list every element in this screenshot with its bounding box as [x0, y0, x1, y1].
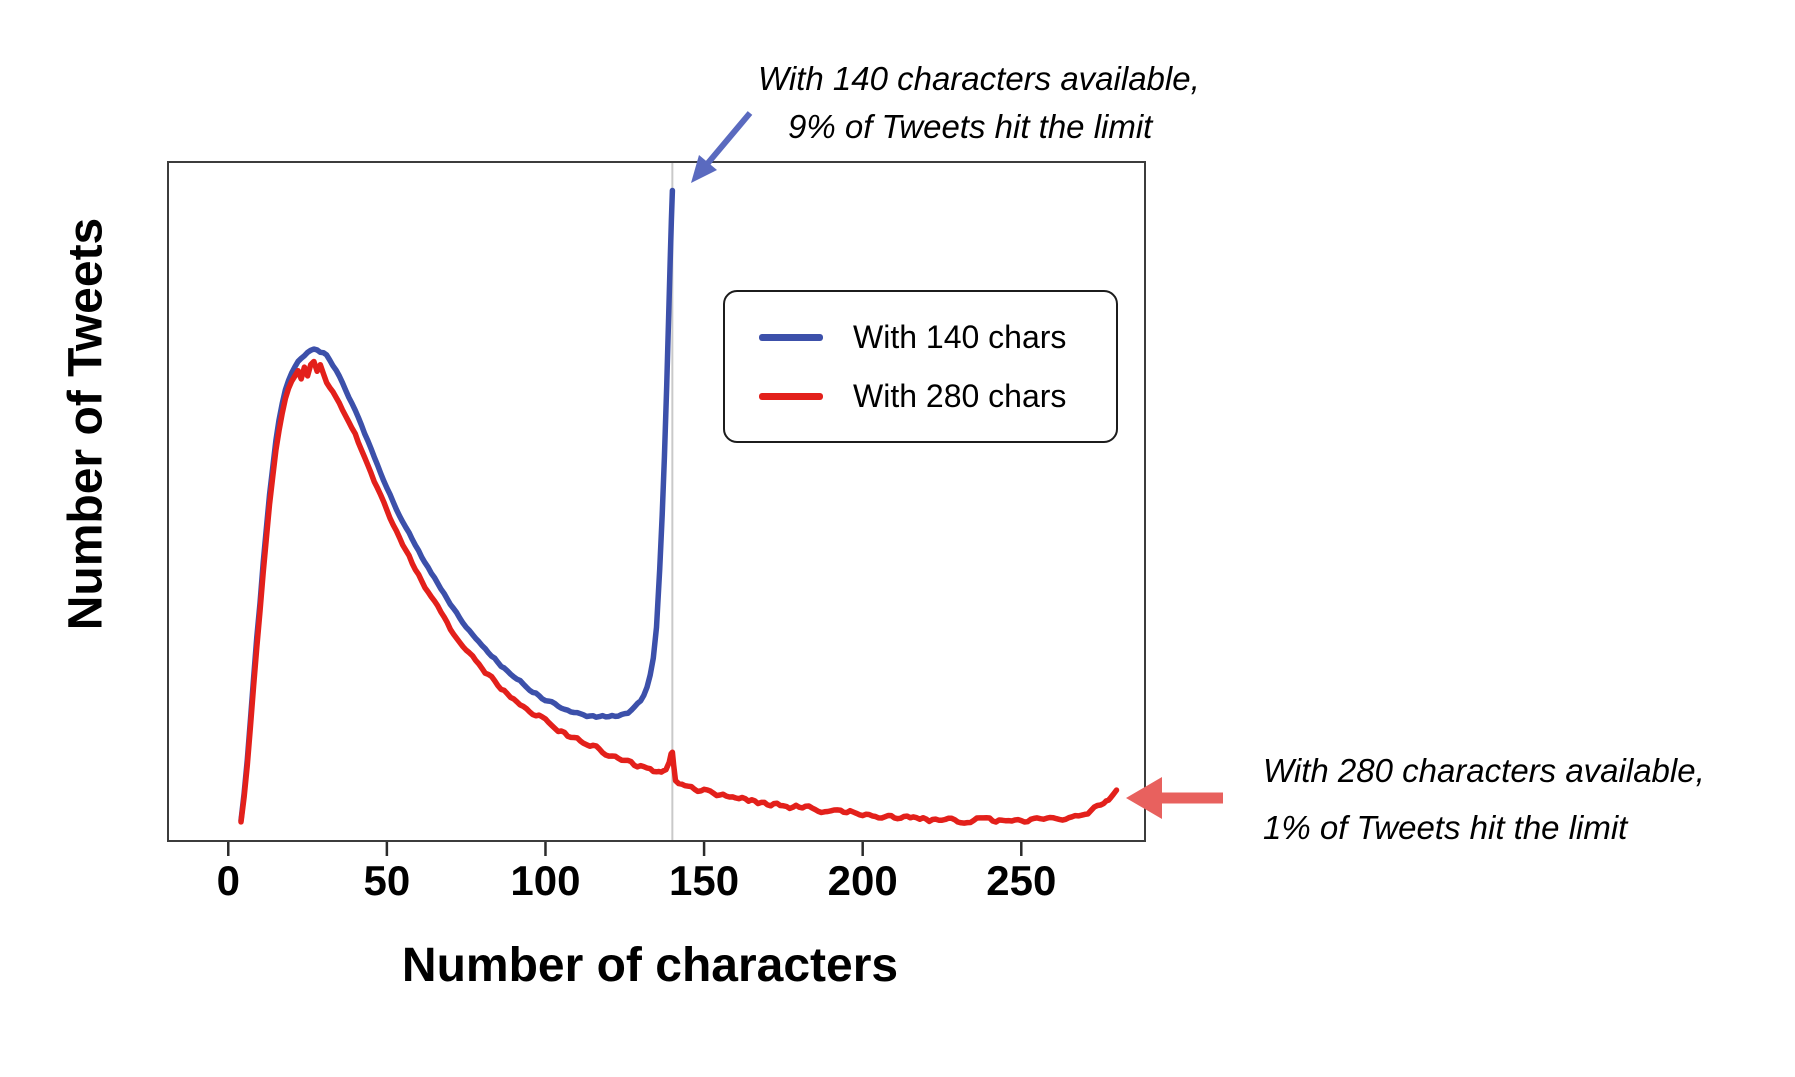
x-tick-label: 250	[986, 857, 1057, 904]
arrow-140-shaft	[705, 111, 753, 165]
annotation-280-limit: With 280 characters available, 1% of Twe…	[1263, 742, 1705, 856]
x-tick-label: 150	[669, 857, 740, 904]
x-axis-title: Number of characters	[401, 939, 899, 992]
legend-item-280: With 280 chars	[759, 378, 1116, 415]
annotation-280-line1: With 280 characters available,	[1263, 752, 1705, 789]
legend: With 140 chars With 280 chars	[723, 290, 1118, 443]
series-line-140	[238, 187, 676, 824]
x-tick-label: 100	[510, 857, 581, 904]
x-tick-label: 0	[216, 857, 240, 904]
legend-label-140: With 140 chars	[853, 318, 1067, 355]
x-tick-label: 50	[363, 857, 411, 904]
arrow-280-head-icon	[1126, 777, 1162, 819]
annotation-280-line2: 1% of Tweets hit the limit	[1263, 809, 1628, 846]
legend-item-140: With 140 chars	[759, 319, 1116, 356]
arrow-140-head-icon	[691, 155, 717, 183]
y-axis-title: Number of Tweets	[59, 217, 113, 631]
annotation-140-limit: With 140 characters available, 9% of Twe…	[758, 55, 1200, 151]
legend-swatch-280	[759, 392, 823, 400]
annotation-140-line1: With 140 characters available,	[758, 60, 1200, 97]
annotation-140-line2: 9% of Tweets hit the limit	[788, 108, 1153, 145]
plot-border	[167, 161, 1146, 842]
series-line-280	[238, 358, 1120, 826]
x-tick-label: 200	[827, 857, 898, 904]
legend-swatch-140	[759, 333, 823, 341]
legend-label-280: With 280 chars	[853, 377, 1067, 414]
